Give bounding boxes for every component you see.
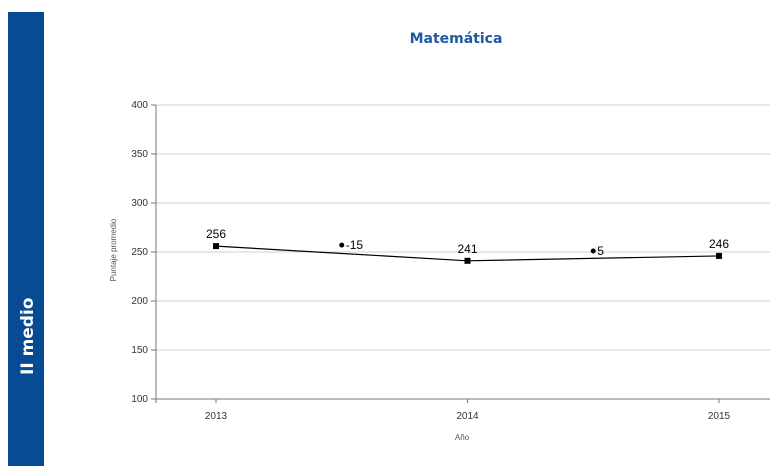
grid-lines — [156, 104, 770, 351]
chart-title: Matemática — [409, 31, 503, 47]
y-tick-label: 350 — [131, 149, 148, 160]
x-tick-label: 2013 — [205, 411, 228, 422]
data-label: 256 — [206, 227, 226, 241]
data-point — [716, 252, 722, 259]
data-point — [464, 257, 471, 264]
data-point — [213, 243, 219, 250]
data-label: 241 — [457, 242, 477, 256]
data-label: 246 — [709, 237, 729, 251]
x-tick-label: 2014 — [456, 411, 479, 422]
x-tick-label: 2015 — [708, 411, 731, 422]
y-tick-label: 400 — [131, 100, 148, 111]
x-axis-label: Año — [455, 433, 470, 442]
annotation-label: 5 — [597, 244, 604, 258]
y-tick-label: 200 — [131, 296, 148, 307]
series: 256 241 246 -15 5 — [206, 227, 729, 264]
annotation-point — [590, 248, 596, 254]
y-tick-label: 300 — [131, 198, 148, 209]
tick-labels: 100 150 200 250 300 350 400 2013 2014 2015 — [131, 100, 730, 422]
y-tick-label: 150 — [131, 345, 148, 356]
y-tick-label: 100 — [131, 394, 148, 405]
annotation-label: -15 — [346, 238, 364, 252]
y-axis-label: Puntaje promedio — [109, 218, 118, 281]
y-tick-label: 250 — [131, 247, 148, 258]
axes — [151, 104, 770, 403]
annotation-point — [339, 242, 345, 248]
side-band — [8, 12, 44, 466]
